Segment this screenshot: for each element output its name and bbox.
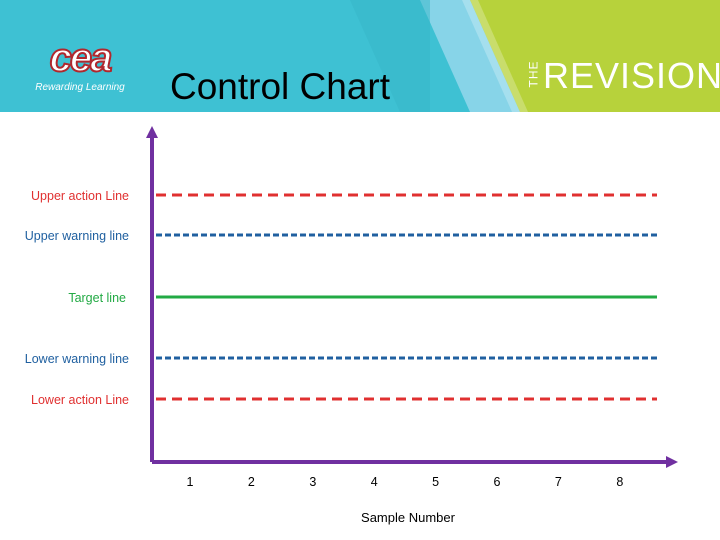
y-axis-arrow-icon — [146, 126, 158, 138]
header-banner: cea Rewarding Learning Control Chart THE… — [0, 0, 720, 112]
x-tick-label: 1 — [187, 475, 194, 489]
reference-lines — [156, 193, 657, 401]
logo-tagline: Rewarding Learning — [35, 82, 125, 93]
page-title: Control Chart — [170, 66, 391, 107]
logo-text: cea — [49, 35, 114, 81]
x-tick-label: 2 — [248, 475, 255, 489]
x-tick-label: 6 — [494, 475, 501, 489]
ref-label-upper-action-line: Upper action Line — [31, 189, 129, 203]
x-tick-labels: 1 2 3 4 5 6 7 8 — [187, 475, 624, 489]
header-background — [0, 0, 720, 112]
brand-name: REVISION — [543, 55, 720, 96]
axes — [146, 126, 678, 468]
x-tick-label: 4 — [371, 475, 378, 489]
x-axis-arrow-icon — [666, 456, 678, 468]
ref-label-upper-warning-line: Upper warning line — [25, 229, 129, 243]
brand-prefix: THE — [526, 60, 541, 88]
reference-labels: Upper action Line Upper warning line Targe… — [25, 189, 129, 407]
ref-label-lower-warning-line: Lower warning line — [25, 352, 129, 366]
x-tick-label: 5 — [432, 475, 439, 489]
x-tick-label: 8 — [616, 475, 623, 489]
ref-label-target-line: Target line — [68, 291, 126, 305]
control-chart: Upper action Line Upper warning line Targe… — [25, 126, 678, 525]
cea-logo: cea Rewarding Learning — [22, 35, 138, 98]
ref-label-lower-action-line: Lower action Line — [31, 393, 129, 407]
brand-logo: THEREVISION — [520, 56, 720, 96]
x-axis-label: Sample Number — [361, 510, 456, 525]
x-tick-label: 3 — [309, 475, 316, 489]
x-tick-label: 7 — [555, 475, 562, 489]
